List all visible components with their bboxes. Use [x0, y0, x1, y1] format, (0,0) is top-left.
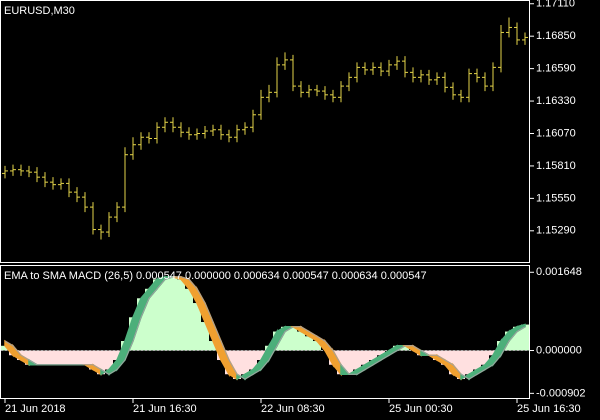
histogram-bar — [193, 303, 201, 351]
histogram-bar — [177, 279, 185, 351]
histogram-bar — [513, 326, 521, 351]
histogram-bar — [449, 350, 457, 375]
y-tick-label: 1.16590 — [536, 63, 576, 75]
price-panel-frame — [0, 0, 530, 263]
histogram-bar — [281, 326, 289, 351]
x-tick-label: 21 Jun 16:30 — [133, 403, 197, 415]
histogram-bar — [305, 336, 313, 351]
histogram-bar — [401, 345, 409, 351]
y-tick-label: 1.15550 — [536, 192, 576, 204]
histogram-bar — [137, 298, 145, 351]
histogram-bar — [73, 350, 81, 365]
y-tick-label: 1.16330 — [536, 95, 576, 107]
histogram-bar — [361, 350, 369, 365]
histogram-bar — [473, 350, 481, 370]
histogram-bar — [369, 350, 377, 361]
histogram-bar — [105, 350, 113, 370]
indicator-panel-frame — [0, 265, 530, 399]
histogram-bar — [89, 350, 97, 370]
histogram-bar — [57, 350, 65, 365]
histogram-bar — [345, 350, 353, 375]
histogram-bar — [33, 350, 41, 365]
histogram-bar — [337, 350, 345, 375]
histogram-bar — [153, 279, 161, 351]
histogram-bar — [145, 288, 153, 351]
histogram-bar — [49, 350, 57, 365]
histogram-bar — [65, 350, 73, 365]
histogram-bar — [113, 350, 121, 361]
histogram-bar — [41, 350, 49, 365]
histogram-bar — [1, 345, 9, 351]
histogram-bar — [425, 350, 433, 356]
histogram-bar — [169, 276, 177, 351]
indicator-title: EMA to SMA MACD (26,5) 0.000547 0.000000… — [4, 270, 427, 282]
y-tick-label: 0.000000 — [536, 344, 582, 356]
histogram-bar — [289, 326, 297, 351]
histogram-bar — [313, 341, 321, 351]
histogram-bar — [81, 350, 89, 365]
x-tick-label: 22 Jun 08:30 — [261, 403, 325, 415]
histogram-bar — [521, 324, 529, 351]
y-tick-label: 1.17110 — [536, 0, 575, 10]
histogram-bar — [481, 350, 489, 365]
x-tick-label: 25 Jun 16:30 — [517, 403, 581, 415]
histogram-bar — [97, 350, 105, 375]
chart-title: EURUSD,M30 — [4, 5, 75, 17]
histogram-bar — [457, 350, 465, 380]
y-tick-label: -0.000902 — [536, 387, 586, 399]
histogram-bar — [297, 331, 305, 351]
x-tick-label: 21 Jun 2018 — [5, 403, 66, 415]
histogram-bar — [209, 341, 217, 351]
histogram-bar — [377, 350, 385, 356]
y-tick-label: 1.16070 — [536, 127, 576, 139]
histogram-bar — [233, 350, 241, 380]
histogram-bar — [257, 350, 265, 361]
y-tick-label: 1.15810 — [536, 160, 576, 172]
histogram-bar — [241, 350, 249, 375]
histogram-bar — [25, 350, 33, 365]
y-tick-label: 0.001648 — [536, 266, 582, 278]
histogram-bar — [249, 350, 257, 370]
histogram-bar — [201, 322, 209, 351]
histogram-bar — [489, 350, 497, 356]
histogram-bar — [161, 276, 169, 351]
histogram-bar — [353, 350, 361, 370]
y-tick-label: 1.15290 — [536, 225, 576, 237]
histogram-bar — [465, 350, 473, 375]
y-tick-label: 1.16850 — [536, 30, 576, 42]
indicator-line — [4, 276, 526, 380]
x-tick-label: 25 Jun 00:30 — [389, 403, 453, 415]
histogram-bar — [441, 350, 449, 365]
histogram-bar — [185, 288, 193, 351]
